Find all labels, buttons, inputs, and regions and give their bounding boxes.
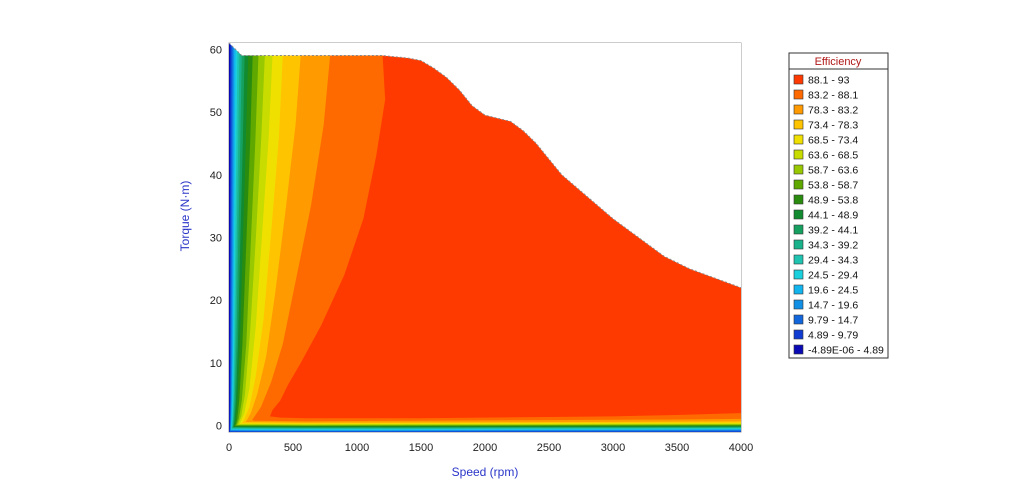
contour-fills xyxy=(229,43,741,432)
y-tick-label: 50 xyxy=(210,107,222,119)
legend-label: 83.2 - 88.1 xyxy=(808,90,858,102)
y-tick-label: 30 xyxy=(210,233,222,245)
y-tick-label: 10 xyxy=(210,358,222,370)
legend-swatch xyxy=(793,329,804,340)
x-tick-label: 2000 xyxy=(473,442,497,454)
y-tick-label: 0 xyxy=(216,421,222,433)
legend-label: 29.4 - 34.3 xyxy=(808,255,858,267)
legend-label: 39.2 - 44.1 xyxy=(808,225,858,237)
x-tick-label: 0 xyxy=(226,442,232,454)
legend-swatch xyxy=(793,284,804,295)
legend-label: 44.1 - 48.9 xyxy=(808,210,858,222)
x-tick-label: 3000 xyxy=(601,442,625,454)
legend-swatch xyxy=(793,299,804,310)
legend-label: 34.3 - 39.2 xyxy=(808,240,858,252)
x-axis-title: Speed (rpm) xyxy=(452,465,519,479)
legend-label: 48.9 - 53.8 xyxy=(808,195,858,207)
legend-swatch xyxy=(793,74,804,85)
legend-box xyxy=(788,52,889,359)
contour-band-68.5-73.4 xyxy=(229,43,741,432)
legend-label: 68.5 - 73.4 xyxy=(808,135,858,147)
envelope-mask xyxy=(229,43,741,288)
x-tick-label: 500 xyxy=(284,442,302,454)
legend-entries: 88.1 - 93 83.2 - 88.1 78.3 - 83.2 73.4 - 78… xyxy=(793,74,884,357)
legend-label: 53.8 - 58.7 xyxy=(808,180,858,192)
legend-swatch xyxy=(793,164,804,175)
legend-swatch xyxy=(793,89,804,100)
legend-swatch xyxy=(793,254,804,265)
legend-swatch xyxy=(793,314,804,325)
y-axis-ticks: 0 10 20 30 40 50 60 xyxy=(210,44,222,432)
contour-band-83.2-88.1 xyxy=(229,43,741,432)
x-tick-label: 1500 xyxy=(409,442,433,454)
legend-label: 78.3 - 83.2 xyxy=(808,105,858,117)
legend-title: Efficiency xyxy=(815,56,862,68)
legend-label: 88.1 - 93 xyxy=(808,75,850,87)
legend: Efficiency 88.1 - 93 83.2 - 88.1 78.3 - 83… xyxy=(788,52,889,359)
legend-label: 63.6 - 68.5 xyxy=(808,150,858,162)
legend-label: 9.79 - 14.7 xyxy=(808,315,858,327)
x-axis-ticks: 0 500 1000 1500 2000 2500 3000 3500 4000 xyxy=(226,442,753,454)
legend-label: 73.4 - 78.3 xyxy=(808,120,858,132)
legend-swatch xyxy=(793,179,804,190)
legend-swatch xyxy=(793,104,804,115)
legend-swatch xyxy=(793,224,804,235)
x-tick-label: 2500 xyxy=(537,442,561,454)
legend-swatch xyxy=(793,239,804,250)
y-tick-label: 20 xyxy=(210,295,222,307)
x-tick-label: 1000 xyxy=(345,442,369,454)
x-tick-label: 4000 xyxy=(729,442,753,454)
legend-swatch xyxy=(793,149,804,160)
legend-swatch xyxy=(793,134,804,145)
legend-label: 19.6 - 24.5 xyxy=(808,285,858,297)
legend-label: 58.7 - 63.6 xyxy=(808,165,858,177)
legend-label: 24.5 - 29.4 xyxy=(808,270,858,282)
legend-swatch xyxy=(793,119,804,130)
legend-label: -4.89E-06 - 4.89 xyxy=(808,345,884,357)
legend-swatch xyxy=(793,209,804,220)
x-tick-label: 3500 xyxy=(665,442,689,454)
y-tick-label: 60 xyxy=(210,44,222,56)
legend-swatch xyxy=(793,344,804,355)
y-tick-label: 40 xyxy=(210,170,222,182)
legend-label: 4.89 - 9.79 xyxy=(808,330,858,342)
legend-label: 14.7 - 19.6 xyxy=(808,300,858,312)
legend-swatch xyxy=(793,194,804,205)
legend-swatch xyxy=(793,269,804,280)
y-axis-title: Torque (N·m) xyxy=(178,181,192,252)
